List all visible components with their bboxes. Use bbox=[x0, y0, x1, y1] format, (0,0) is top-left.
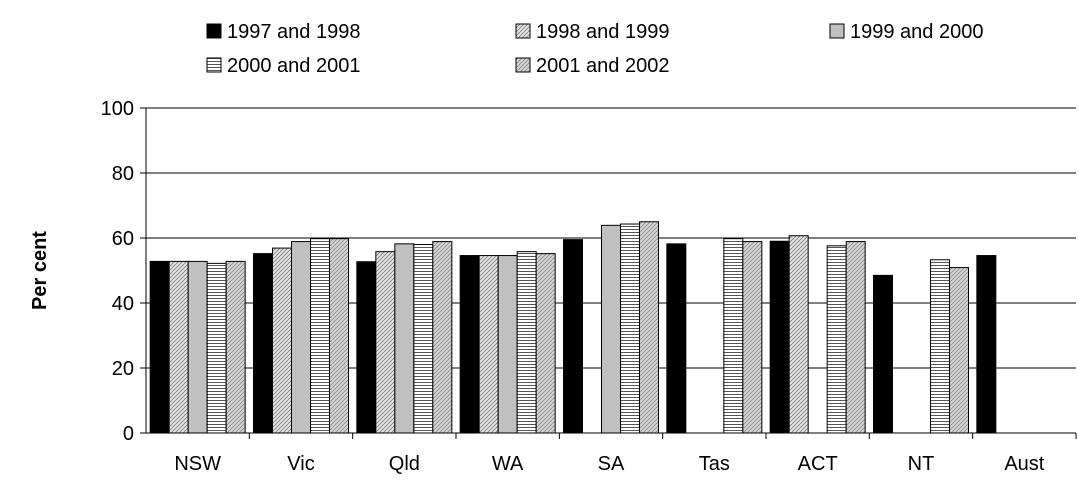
bar bbox=[976, 255, 997, 434]
legend-label: 2000 and 2001 bbox=[227, 55, 360, 77]
bar bbox=[742, 241, 763, 434]
legend-swatch bbox=[515, 23, 531, 39]
x-category-label: WA bbox=[492, 453, 524, 475]
y-tick-label: 80 bbox=[112, 163, 134, 185]
bar bbox=[459, 255, 480, 434]
bar bbox=[272, 247, 292, 434]
axis-labels: 0 20 40 60 80 100 Per cent NSW Vic Qld WA SA Tas ACT N… bbox=[29, 98, 1045, 475]
y-axis-label: Per cent bbox=[29, 231, 51, 310]
y-tick-label: 40 bbox=[112, 293, 134, 315]
legend-label: 2001 and 2002 bbox=[536, 55, 669, 77]
legend-label: 1999 and 2000 bbox=[850, 21, 983, 43]
bar bbox=[516, 251, 537, 434]
bar bbox=[478, 255, 499, 434]
bar bbox=[310, 238, 330, 434]
bar bbox=[291, 241, 311, 434]
y-tick-label: 0 bbox=[123, 423, 134, 445]
legend-swatch bbox=[515, 57, 531, 73]
bar bbox=[723, 238, 744, 434]
bars bbox=[149, 221, 997, 434]
bar bbox=[873, 274, 893, 434]
bar bbox=[432, 241, 453, 434]
bar bbox=[845, 241, 866, 434]
legend-swatch bbox=[829, 23, 845, 39]
x-category-label: Vic bbox=[287, 453, 314, 475]
bar bbox=[149, 260, 170, 434]
bar bbox=[168, 260, 189, 434]
axes bbox=[140, 107, 1077, 439]
bar bbox=[601, 224, 621, 434]
bar bbox=[788, 235, 809, 434]
bar bbox=[187, 260, 208, 434]
y-tick-label: 100 bbox=[101, 98, 134, 120]
legend-swatch bbox=[206, 57, 222, 73]
x-category-label: Tas bbox=[699, 453, 730, 475]
x-category-label: NSW bbox=[174, 453, 221, 475]
legend-swatch bbox=[206, 23, 222, 39]
bar bbox=[356, 261, 377, 434]
bar bbox=[563, 239, 583, 434]
bar bbox=[253, 253, 273, 434]
bar bbox=[497, 255, 518, 434]
bar bbox=[930, 259, 950, 434]
bar bbox=[535, 253, 556, 434]
bar bbox=[375, 251, 396, 434]
legend: 1997 and 1998 1998 and 1999 1999 and 2000 2… bbox=[206, 21, 983, 77]
y-tick-label: 20 bbox=[112, 358, 134, 380]
x-category-label: Qld bbox=[389, 453, 420, 475]
bar bbox=[666, 243, 687, 434]
x-category-label: ACT bbox=[798, 453, 838, 475]
bar bbox=[826, 245, 847, 434]
bar bbox=[394, 243, 415, 434]
bar bbox=[620, 223, 640, 434]
y-tick-label: 60 bbox=[112, 228, 134, 250]
bar bbox=[206, 262, 227, 434]
legend-label: 1998 and 1999 bbox=[536, 21, 669, 43]
bar bbox=[329, 238, 349, 434]
bar bbox=[225, 260, 246, 434]
x-category-label: SA bbox=[598, 453, 625, 475]
x-category-label: Aust bbox=[1004, 453, 1044, 475]
legend-label: 1997 and 1998 bbox=[227, 21, 360, 43]
bar bbox=[949, 267, 969, 434]
bar bbox=[639, 221, 659, 434]
x-category-label: NT bbox=[908, 453, 935, 475]
bar bbox=[413, 244, 434, 434]
bar bbox=[769, 240, 790, 434]
